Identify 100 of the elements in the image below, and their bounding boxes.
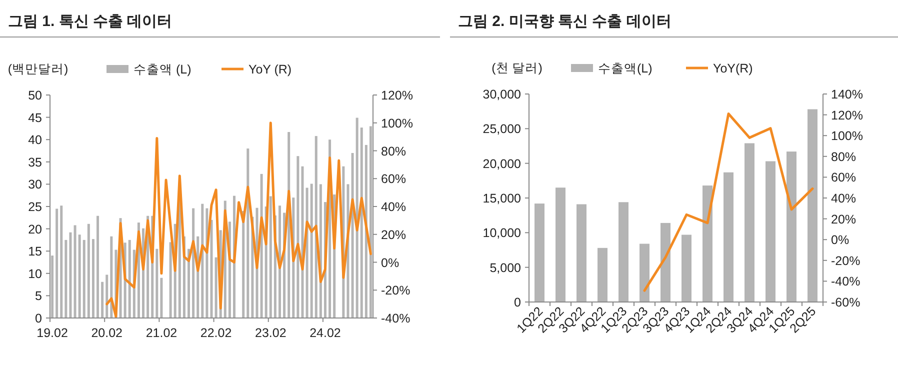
bar — [51, 256, 54, 318]
y2-tick-label: 140% — [831, 88, 863, 102]
y2-tick-label: 60% — [381, 172, 406, 186]
x-tick-label: 21.02 — [146, 326, 178, 340]
y2-tick-label: 120% — [381, 88, 413, 102]
bar — [598, 248, 608, 302]
bar — [682, 234, 692, 302]
y2-tick-label: 120% — [831, 108, 863, 122]
bar — [744, 143, 754, 302]
legend-label: YoY (R) — [248, 62, 292, 76]
bar — [808, 109, 818, 302]
y2-tick-label: 80% — [381, 144, 406, 158]
y-axis-title: (천 달러) — [492, 61, 542, 75]
bar — [56, 208, 58, 318]
x-tick-label: 23.02 — [255, 326, 286, 340]
bar — [351, 152, 354, 318]
legend-label: 수출액 (L) — [134, 62, 192, 76]
y2-tick-label: -40% — [831, 274, 860, 289]
bar — [556, 188, 566, 302]
y-tick-label: 20,000 — [482, 156, 522, 171]
y2-tick-label: -40% — [381, 312, 410, 326]
y2-tick-label: 0% — [831, 233, 850, 248]
x-tick-label: 24.02 — [310, 326, 341, 340]
bar — [618, 202, 628, 302]
x-tick-label: 20.02 — [91, 326, 123, 340]
y-tick-label: 15 — [28, 244, 42, 259]
y2-tick-label: 100% — [381, 116, 413, 130]
y2-tick-label: 20% — [831, 212, 856, 226]
bar — [702, 186, 712, 302]
bar — [87, 224, 90, 318]
bar — [128, 240, 131, 318]
y-tick-label: 30 — [28, 178, 42, 192]
y2-tick-label: 100% — [831, 129, 863, 144]
y2-tick-label: 40% — [831, 192, 856, 206]
y-tick-label: 20 — [28, 222, 42, 236]
y2-tick-label: 0% — [381, 256, 400, 270]
bar — [369, 126, 372, 318]
y2-tick-label: -60% — [831, 296, 860, 310]
x-tick-label: 22.02 — [200, 326, 232, 340]
bar — [310, 184, 313, 318]
bar — [64, 240, 68, 318]
bar — [296, 156, 300, 318]
bar — [724, 172, 734, 302]
bar — [576, 204, 586, 302]
bar — [640, 244, 650, 302]
y-tick-label: 35 — [28, 155, 42, 170]
y-tick-label: 15,000 — [482, 192, 522, 206]
bar — [101, 282, 104, 318]
bar — [534, 204, 544, 302]
y-tick-label: 45 — [28, 110, 42, 125]
line-series — [643, 112, 814, 292]
bar — [786, 152, 796, 302]
bar — [360, 128, 363, 318]
y2-tick-label: 20% — [381, 228, 406, 242]
bar — [766, 161, 776, 302]
y-tick-label: 5,000 — [490, 260, 522, 275]
bar — [60, 206, 63, 318]
bar — [82, 240, 86, 318]
y-axis-title: (백만달러) — [8, 62, 68, 76]
y2-tick-label: -20% — [831, 254, 860, 268]
y-tick-label: 25,000 — [482, 122, 522, 136]
bar — [278, 206, 281, 318]
bar — [356, 118, 358, 318]
bar — [78, 234, 81, 318]
bar — [74, 225, 76, 318]
bar — [364, 144, 368, 318]
line-series — [106, 122, 372, 318]
y-tick-label: 10,000 — [482, 226, 522, 240]
bar — [160, 278, 163, 318]
bar — [92, 239, 94, 318]
bar — [246, 148, 250, 318]
chart-title: 그림 1. 톡신 수출 데이터 — [8, 13, 172, 30]
bar — [110, 236, 113, 318]
bar — [69, 232, 72, 318]
bar — [314, 136, 318, 318]
chart-title: 그림 2. 미국향 톡신 수출 데이터 — [458, 13, 672, 30]
y2-tick-label: -20% — [381, 284, 410, 298]
y-tick-label: 40 — [28, 133, 42, 148]
y-tick-label: 30,000 — [482, 88, 522, 102]
bar — [156, 248, 158, 318]
bar — [214, 257, 218, 318]
legend-label: 수출액(L) — [598, 62, 652, 76]
y-tick-label: 25 — [28, 200, 42, 214]
bar — [201, 204, 204, 318]
y2-tick-label: 40% — [381, 200, 406, 214]
bar — [169, 242, 172, 318]
bar — [106, 274, 108, 318]
y-tick-label: 10 — [28, 266, 42, 281]
bar — [96, 216, 100, 318]
y-tick-label: 0 — [35, 312, 42, 326]
bar — [269, 196, 272, 318]
x-tick-label: 19.02 — [36, 326, 68, 340]
bar — [210, 220, 213, 318]
legend-label: YoY(R) — [713, 62, 753, 76]
bar — [306, 188, 308, 318]
y-tick-label: 5 — [35, 289, 42, 304]
y2-tick-label: 60% — [831, 170, 856, 185]
y-tick-label: 0 — [514, 296, 522, 310]
y-tick-label: 50 — [28, 88, 42, 102]
y2-tick-label: 80% — [831, 150, 856, 164]
